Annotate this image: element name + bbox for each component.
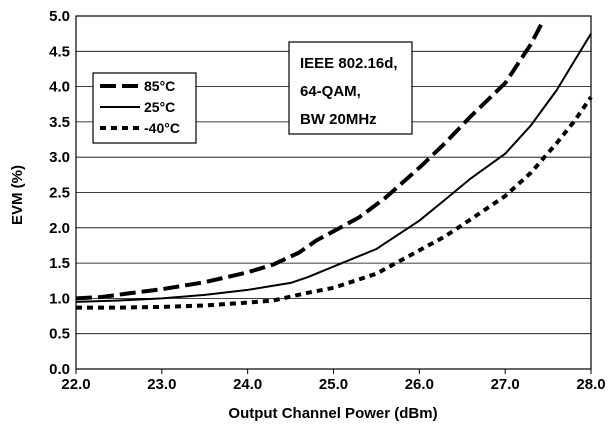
y-tick-label: 3.0 — [49, 149, 70, 166]
y-tick-label: 1.0 — [49, 290, 70, 307]
y-tick-label: 1.5 — [49, 255, 70, 272]
series-line-1 — [75, 18, 546, 301]
annotation-line-1: IEEE 802.16d, — [300, 55, 398, 72]
legend-label: 85°C — [144, 78, 175, 94]
x-tick-label: 22.0 — [61, 376, 90, 393]
annotation-line-3: BW 20MHz — [300, 111, 377, 128]
y-tick-label: 2.0 — [49, 220, 70, 237]
series-layer — [75, 18, 593, 310]
annotation-box: IEEE 802.16d, 64-QAM, BW 20MHz — [288, 41, 413, 135]
y-tick-label: 0.5 — [49, 326, 70, 343]
y-tick-label: 4.5 — [49, 43, 70, 60]
legend: 85°C 25°C -40°C — [92, 72, 197, 144]
plot-frame — [75, 15, 592, 370]
y-tick-label: 0.0 — [49, 361, 70, 378]
y-axis-title: EVM (%) — [9, 165, 26, 225]
y-tick-label: 3.5 — [49, 114, 70, 131]
x-tick-labels: 22.0 23.0 24.0 25.0 26.0 27.0 28.0 — [61, 369, 606, 393]
series-line-2 — [75, 33, 592, 303]
x-tick-label: 24.0 — [233, 376, 262, 393]
x-tick-label: 27.0 — [491, 376, 520, 393]
series-line-3 — [76, 96, 593, 310]
y-tick-label: 4.0 — [49, 79, 70, 96]
y-tick-label: 2.5 — [49, 185, 70, 202]
x-tick-label: 23.0 — [147, 376, 176, 393]
y-tick-label: 5.0 — [49, 8, 70, 25]
y-tick-labels: 0.0 0.5 1.0 1.5 2.0 2.5 3.0 3.5 4.0 4.5 5.0 — [49, 8, 70, 378]
annotation-frame — [288, 41, 413, 135]
x-axis-title: Output Channel Power (dBm) — [228, 405, 437, 422]
x-tick-label: 28.0 — [576, 376, 605, 393]
x-tick-label: 26.0 — [405, 376, 434, 393]
legend-label: -40°C — [144, 120, 180, 136]
x-tick-label: 25.0 — [319, 376, 348, 393]
legend-label: 25°C — [144, 99, 175, 115]
annotation-line-2: 64-QAM, — [300, 83, 361, 100]
